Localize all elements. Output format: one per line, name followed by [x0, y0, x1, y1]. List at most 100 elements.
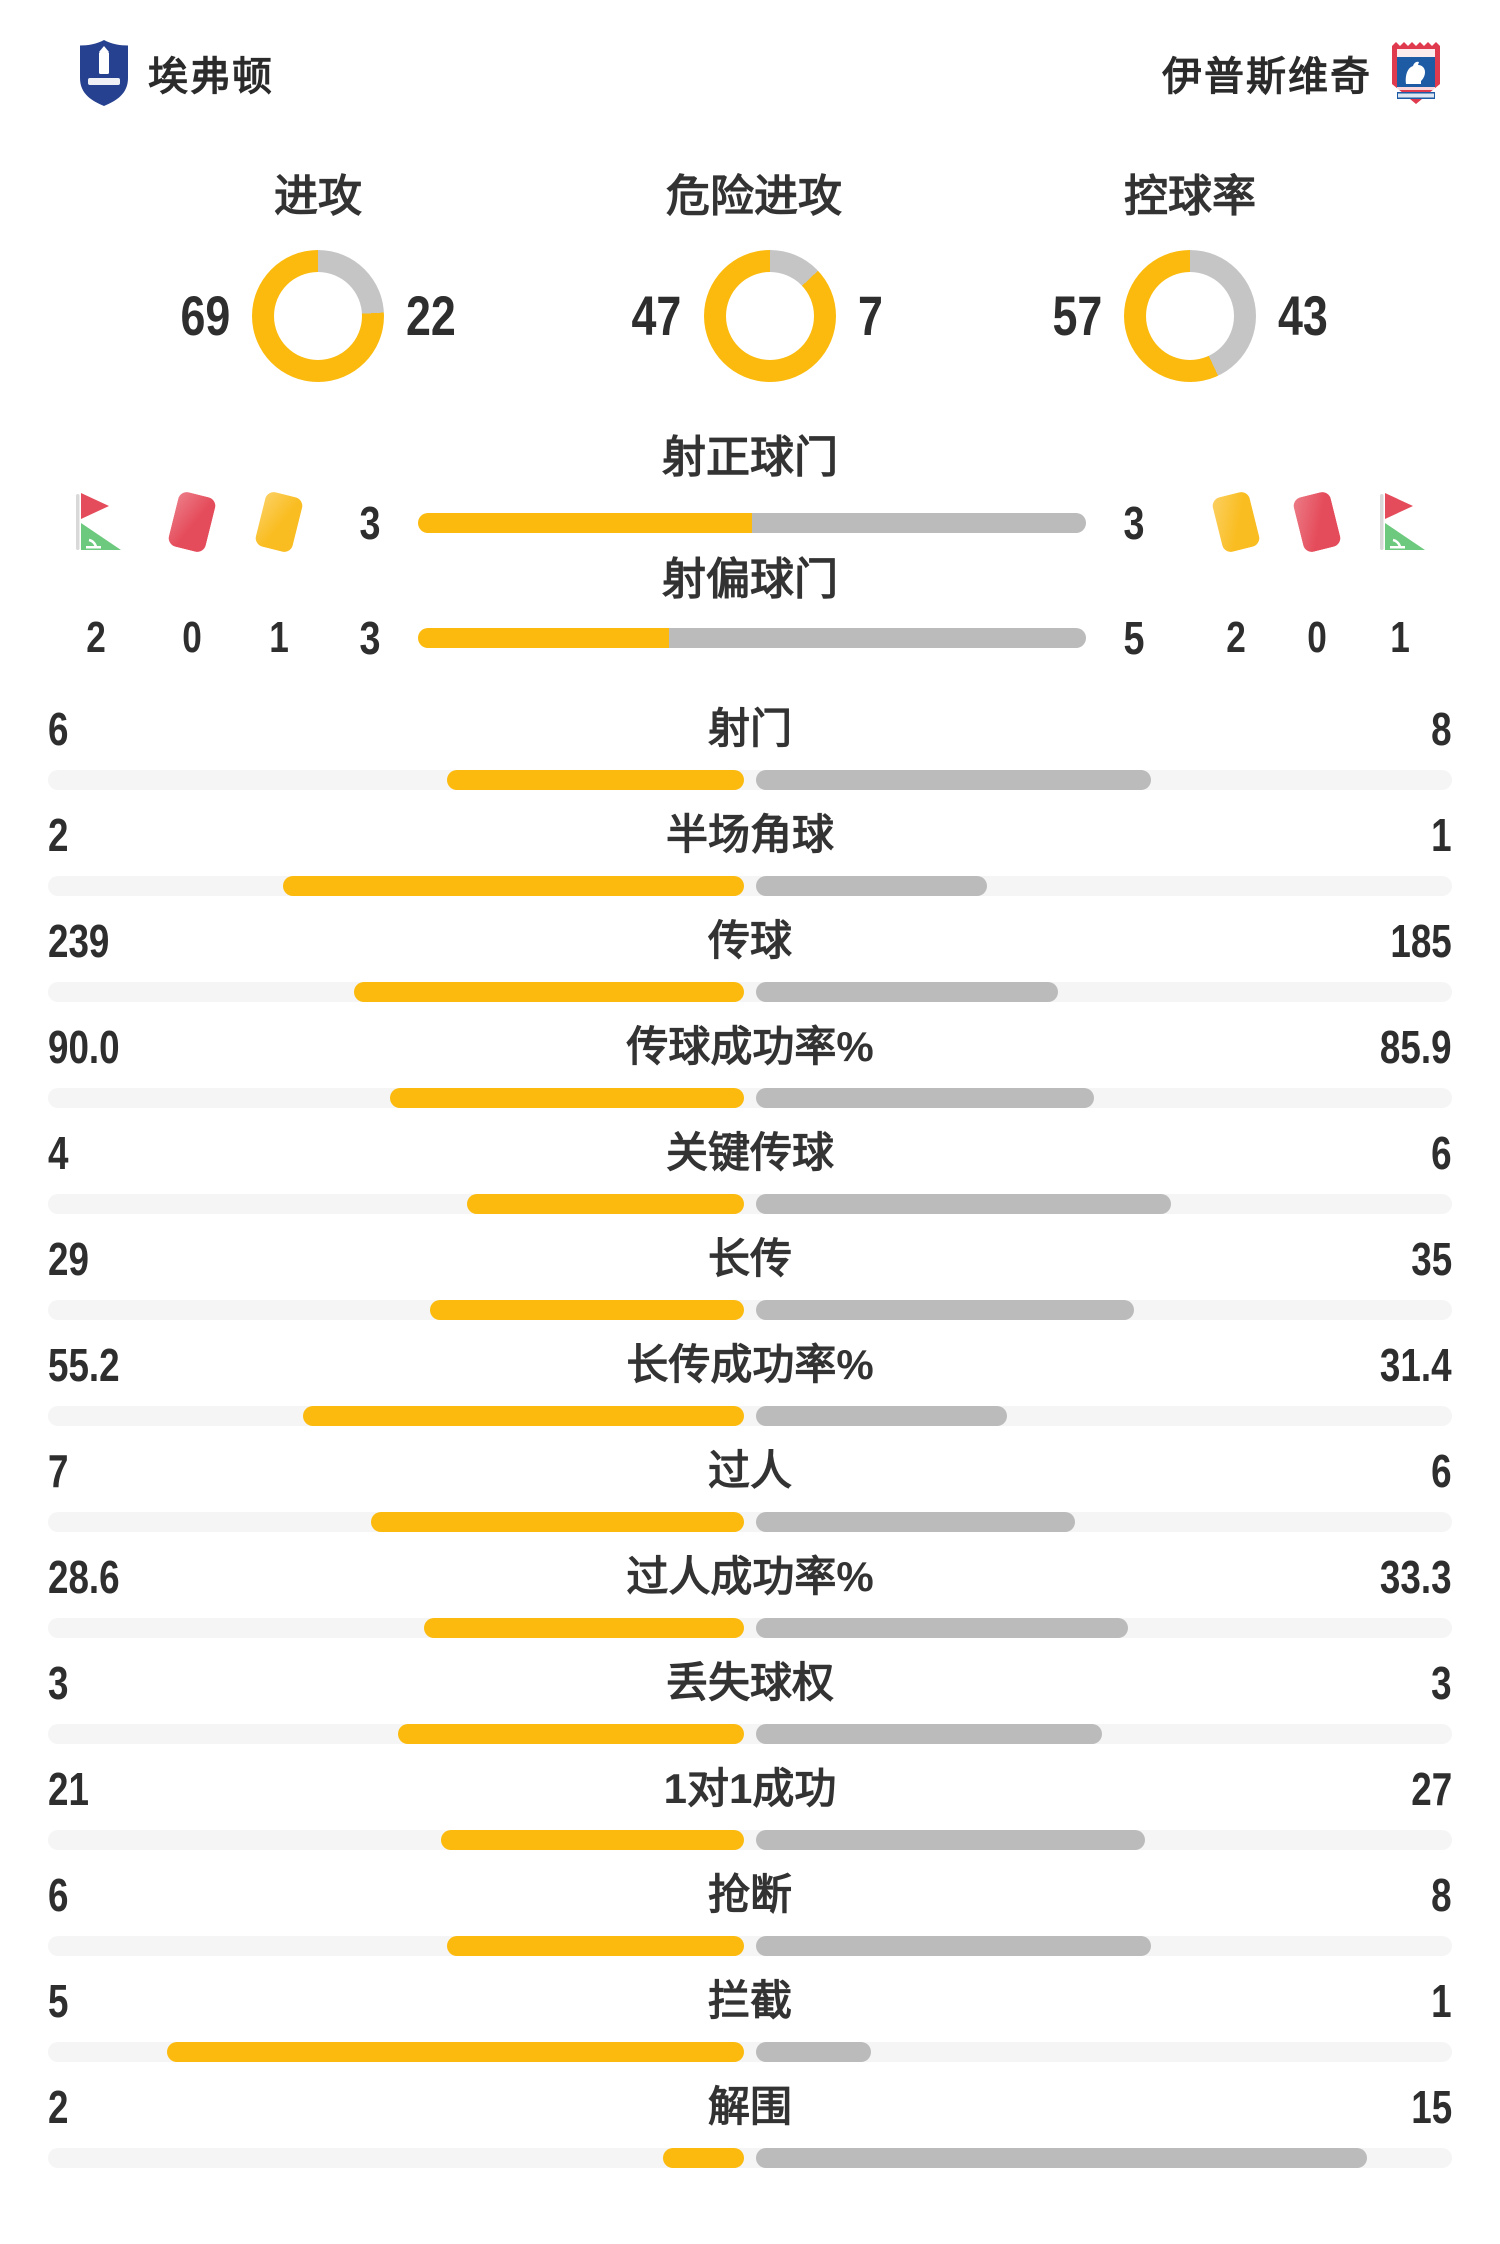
shots-on-target-bar	[418, 513, 1086, 533]
donut-gauge: 69 22	[168, 250, 469, 382]
shots-on-target-home-value: 3	[359, 497, 381, 549]
stat-away-value: 33.3	[1380, 1551, 1452, 1603]
stat-bar-away	[756, 2042, 872, 2062]
stat-bar-track	[48, 770, 1452, 790]
stat-bar-track	[48, 2148, 1452, 2168]
stat-home-value: 6	[48, 1869, 69, 1921]
stat-home-value: 55.2	[48, 1339, 120, 1391]
stat-bar-track	[48, 1300, 1452, 1320]
stat-bar-away	[756, 1406, 1007, 1426]
stat-bar-home	[371, 1512, 744, 1532]
red-card-icon	[166, 490, 218, 554]
stat-bar-away	[756, 876, 987, 896]
stat-home-value: 7	[48, 1445, 69, 1497]
stat-bar-away	[756, 1300, 1135, 1320]
stat-home-value: 21	[48, 1763, 89, 1815]
shots-off-target-bar	[418, 628, 1086, 648]
stat-label: 长传成功率%	[626, 1341, 874, 1388]
stat-bar-track	[48, 2042, 1452, 2062]
stat-bar-track	[48, 1830, 1452, 1850]
home-team-header: 埃弗顿	[76, 36, 274, 110]
stat-away-value: 1	[1431, 1975, 1452, 2027]
stat-row: 4 关键传球 6	[0, 1124, 1500, 1230]
stat-row: 28.6 过人成功率% 33.3	[0, 1548, 1500, 1654]
stat-bar-away	[756, 770, 1152, 790]
donut-label: 进攻	[274, 172, 362, 221]
shots-off-target-label: 射偏球门	[662, 555, 838, 604]
donut-charts-section: 进攻 69 22 危险进攻 47 7 控球率 57 43	[100, 172, 1408, 382]
stat-bar-home	[467, 1194, 744, 1214]
stat-away-value: 31.4	[1380, 1339, 1452, 1391]
stat-away-value: 185	[1390, 915, 1452, 967]
donut-ring	[1124, 250, 1256, 382]
stat-bar-away	[756, 1936, 1152, 1956]
stat-row: 29 长传 35	[0, 1230, 1500, 1336]
stat-bar-home	[447, 1936, 744, 1956]
stat-bar-home	[398, 1724, 744, 1744]
stat-row: 6 抢断 8	[0, 1866, 1500, 1972]
stat-away-value: 35	[1411, 1233, 1452, 1285]
yellow-card-icon	[253, 490, 305, 554]
shots-off-target-bar-away	[668, 628, 1086, 648]
stat-away-value: 1	[1431, 809, 1452, 861]
shots-on-target-away-value: 3	[1123, 497, 1145, 549]
stat-bar-track	[48, 1936, 1452, 1956]
stat-bar-home	[389, 1088, 744, 1108]
stat-label: 关键传球	[665, 1129, 834, 1176]
shots-on-target-bar-away	[752, 513, 1086, 533]
stats-list: 6 射门 8 2 半场角球 1 239 传球 185	[0, 700, 1500, 2184]
stat-away-value: 3	[1431, 1657, 1452, 1709]
stat-row: 90.0 传球成功率% 85.9	[0, 1018, 1500, 1124]
stat-home-value: 3	[48, 1657, 69, 1709]
stat-bar-track	[48, 1724, 1452, 1744]
stat-away-value: 8	[1431, 1869, 1452, 1921]
stat-label: 过人	[707, 1447, 792, 1494]
stat-row: 239 传球 185	[0, 912, 1500, 1018]
away-team-name: 伊普斯维奇	[1162, 55, 1372, 99]
stat-label: 过人成功率%	[626, 1553, 874, 1600]
stat-bar-away	[756, 1088, 1094, 1108]
away-red-cards-value: 0	[1307, 613, 1327, 662]
donut-home-value: 47	[631, 284, 682, 347]
stat-label: 1对1成功	[663, 1765, 837, 1812]
stat-label: 长传	[707, 1235, 792, 1282]
donut-ring	[703, 250, 836, 382]
stat-bar-away	[756, 982, 1058, 1002]
stat-home-value: 2	[48, 2081, 69, 2133]
stat-home-value: 4	[48, 1127, 69, 1179]
stat-row: 7 过人 6	[0, 1442, 1500, 1548]
stat-bar-track	[48, 1088, 1452, 1108]
stat-bar-away	[756, 1512, 1076, 1532]
shots-on-target-label: 射正球门	[662, 433, 838, 482]
stat-bar-home	[430, 1300, 744, 1320]
stat-bar-away	[756, 1194, 1172, 1214]
stat-label: 拦截	[707, 1977, 792, 2024]
stat-label: 丢失球权	[665, 1659, 834, 1706]
stat-bar-home	[353, 982, 744, 1002]
donut-gauge: 57 43	[1040, 250, 1341, 382]
away-team-header: 伊普斯维奇	[1162, 36, 1444, 110]
stat-home-value: 2	[48, 809, 69, 861]
donut-away-value: 43	[1278, 284, 1328, 347]
stat-away-value: 6	[1431, 1445, 1452, 1497]
shots-off-target-away-value: 5	[1123, 612, 1145, 664]
donut-home-value: 69	[180, 284, 230, 347]
away-corners-value: 1	[1390, 613, 1410, 662]
stat-label: 解围	[707, 2083, 792, 2130]
stat-bar-home	[302, 1406, 744, 1426]
stat-row: 2 解围 15	[0, 2078, 1500, 2184]
stat-bar-away	[756, 1830, 1146, 1850]
donut-chart: 控球率 57 43	[972, 172, 1408, 382]
corner-flag-icon	[76, 493, 121, 550]
discipline-shots-section: 射正球门 射偏球门 2 0 1 2 0 1 3	[0, 430, 1500, 690]
stat-home-value: 90.0	[48, 1021, 120, 1073]
corner-flag-icon	[1380, 493, 1425, 550]
stat-bar-away	[756, 2148, 1367, 2168]
stat-bar-away	[756, 1724, 1102, 1744]
stat-row: 5 拦截 1	[0, 1972, 1500, 2078]
stat-bar-home	[424, 1618, 744, 1638]
stat-row: 3 丢失球权 3	[0, 1654, 1500, 1760]
donut-away-value: 22	[406, 284, 456, 347]
stat-label: 传球	[707, 917, 792, 964]
